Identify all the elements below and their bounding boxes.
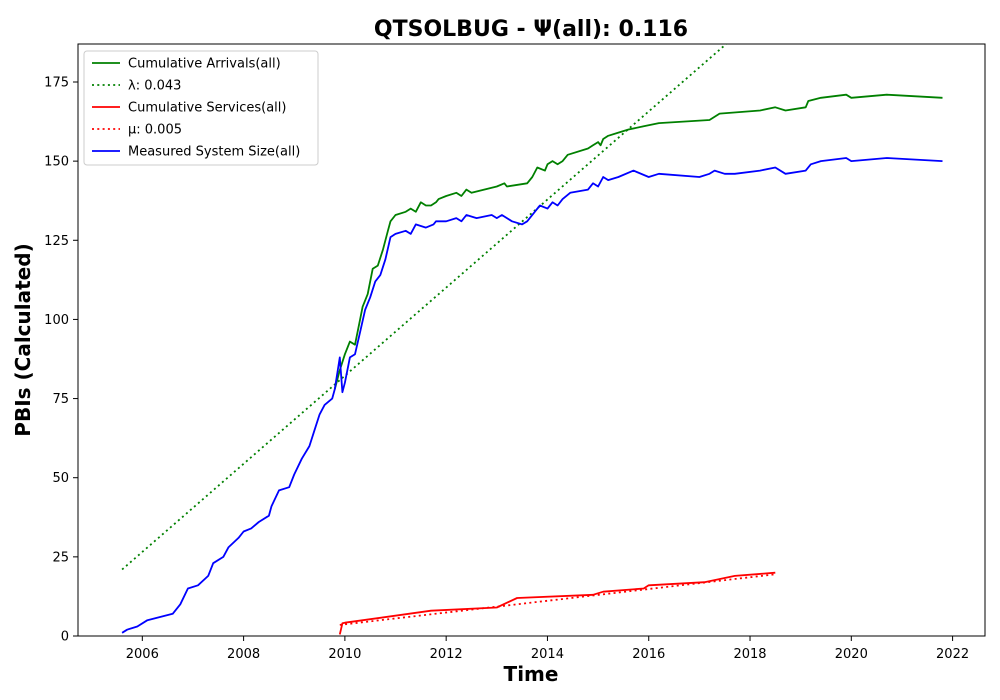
y-tick-label: 150 bbox=[44, 155, 69, 170]
y-tick-label: 25 bbox=[52, 550, 69, 565]
y-tick-label: 75 bbox=[52, 392, 69, 407]
y-axis-ticks: 0 25 50 75 100 125 150 175 bbox=[44, 75, 78, 645]
series-line-0 bbox=[333, 93, 943, 390]
legend-entry-label: μ: 0.005 bbox=[128, 123, 182, 138]
plot-area bbox=[77, 43, 986, 637]
y-tick-label: 175 bbox=[44, 75, 69, 90]
x-tick-label: 2012 bbox=[430, 647, 463, 662]
plot-frame bbox=[77, 43, 986, 637]
y-tick-label: 125 bbox=[44, 234, 69, 249]
legend-entry-label: Measured System Size(all) bbox=[128, 145, 300, 160]
y-axis-label: PBIs (Calculated) bbox=[11, 243, 35, 436]
legend: Cumulative Arrivals(all) λ: 0.043 Cumulati… bbox=[83, 50, 319, 166]
series-layer bbox=[121, 44, 943, 635]
x-tick-label: 2006 bbox=[126, 647, 159, 662]
series-line-4 bbox=[121, 157, 943, 634]
series-line-3 bbox=[339, 573, 776, 626]
series-line-1 bbox=[121, 44, 727, 571]
y-tick-label: 50 bbox=[52, 471, 69, 486]
legend-entry-label: λ: 0.043 bbox=[128, 79, 181, 94]
legend-entry-label: Cumulative Arrivals(all) bbox=[128, 57, 281, 72]
y-tick-label: 0 bbox=[61, 630, 69, 645]
x-tick-label: 2010 bbox=[328, 647, 361, 662]
x-tick-label: 2014 bbox=[531, 647, 564, 662]
x-tick-label: 2008 bbox=[227, 647, 260, 662]
x-tick-label: 2020 bbox=[835, 647, 868, 662]
chart-title: QTSOLBUG - Ψ(all): 0.116 bbox=[374, 17, 688, 42]
x-tick-label: 2022 bbox=[936, 647, 969, 662]
x-axis-label: Time bbox=[504, 662, 559, 686]
x-tick-label: 2018 bbox=[733, 647, 766, 662]
x-tick-label: 2016 bbox=[632, 647, 665, 662]
legend-entry-label: Cumulative Services(all) bbox=[128, 101, 286, 116]
x-axis-ticks: 2006 2008 2010 2012 2014 2016 2018 2020 2022 bbox=[126, 636, 969, 662]
y-tick-label: 100 bbox=[44, 313, 69, 328]
legend-box bbox=[83, 50, 319, 166]
